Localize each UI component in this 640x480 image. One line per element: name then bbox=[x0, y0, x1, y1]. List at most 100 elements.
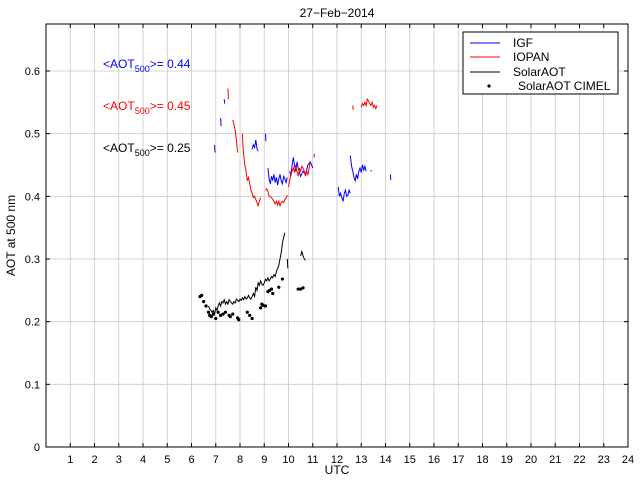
x-tick-label: 8 bbox=[237, 454, 243, 466]
annotation-subscript: 500 bbox=[135, 64, 150, 74]
solaraot-cimel-point bbox=[301, 286, 305, 290]
x-tick-label: 24 bbox=[622, 454, 634, 466]
iopan-line-segment bbox=[288, 161, 311, 187]
x-tick-label: 11 bbox=[307, 454, 318, 466]
solaraot-line-segment bbox=[286, 258, 289, 269]
annotation-iopan-mean: <AOT500>= 0.45 bbox=[103, 99, 191, 116]
annotation-subscript: 500 bbox=[135, 148, 150, 158]
x-tick-label: 7 bbox=[213, 454, 219, 466]
annotation-prefix: <AOT bbox=[103, 99, 135, 113]
legend-label-cimel: SolarAOT CIMEL bbox=[518, 79, 611, 93]
solaraot-cimel-point bbox=[296, 287, 300, 291]
x-tick-label: 9 bbox=[261, 454, 267, 466]
x-tick-label: 19 bbox=[501, 454, 513, 466]
igf-line-segment bbox=[223, 99, 226, 104]
series-igf bbox=[214, 99, 392, 202]
legend: IGF IOPAN SolarAOT SolarAOT CIMEL bbox=[462, 31, 619, 95]
x-tick-label: 18 bbox=[476, 454, 488, 466]
annotation-solaraot-mean: <AOT500>= 0.25 bbox=[103, 141, 191, 158]
x-tick-label: 13 bbox=[355, 454, 367, 466]
solaraot-cimel-point bbox=[237, 318, 241, 322]
iopan-line-segment bbox=[265, 187, 288, 208]
plot-data bbox=[198, 88, 392, 322]
x-tick-label: 1 bbox=[67, 454, 73, 466]
solaraot-cimel-point bbox=[214, 316, 218, 321]
y-tick-label: 0.6 bbox=[25, 66, 40, 78]
x-tick-label: 23 bbox=[598, 454, 610, 466]
x-tick-label: 10 bbox=[282, 454, 294, 466]
igf-line-segment bbox=[220, 117, 222, 127]
annotation-subscript: 500 bbox=[135, 106, 150, 116]
y-tick-label: 0.2 bbox=[25, 317, 40, 329]
x-tick-label: 3 bbox=[116, 454, 122, 466]
solaraot-line-segment bbox=[208, 232, 286, 317]
x-tick-label: 16 bbox=[428, 454, 440, 466]
chart-title: 27−Feb−2014 bbox=[300, 6, 375, 20]
annotation-suffix: >= 0.25 bbox=[150, 141, 191, 155]
legend-swatch-cimel bbox=[487, 84, 491, 88]
x-tick-label: 21 bbox=[549, 454, 561, 466]
legend-label-igf: IGF bbox=[513, 36, 533, 50]
igf-line-segment bbox=[289, 157, 314, 178]
legend-label-iopan: IOPAN bbox=[513, 50, 549, 64]
iopan-line-segment bbox=[241, 133, 262, 208]
grid bbox=[46, 24, 629, 447]
axis-ticks: 1 2 3 4 5 6 7 8 9 10 11 12 13 14 15 16 17 18 19 20 21 22 23 240… bbox=[25, 24, 634, 466]
series-iopan bbox=[227, 88, 378, 208]
solaraot-cimel-point bbox=[259, 306, 263, 310]
solaraot-cimel-point bbox=[280, 277, 285, 281]
x-tick-label: 4 bbox=[140, 454, 146, 466]
annotation-igf-mean: <AOT500>= 0.44 bbox=[103, 57, 191, 74]
solaraot-cimel-point bbox=[221, 312, 225, 316]
solaraot-cimel-point bbox=[271, 291, 275, 296]
solaraot-cimel-point bbox=[245, 310, 249, 314]
x-tick-label: 22 bbox=[573, 454, 585, 466]
solaraot-cimel-point bbox=[228, 315, 232, 319]
annotation-suffix: >= 0.45 bbox=[150, 99, 191, 113]
x-tick-label: 15 bbox=[404, 454, 416, 466]
iopan-line-segment bbox=[232, 119, 239, 153]
series-solaraot-cimel bbox=[198, 277, 305, 322]
annotation-prefix: <AOT bbox=[103, 141, 135, 155]
iopan-line-segment bbox=[227, 88, 229, 100]
igf-line-segment bbox=[349, 155, 367, 183]
x-tick-label: 12 bbox=[331, 454, 343, 466]
solaraot-cimel-point bbox=[248, 313, 252, 317]
x-tick-label: 20 bbox=[525, 454, 537, 466]
solaraot-cimel-point bbox=[261, 303, 265, 307]
x-tick-label: 6 bbox=[188, 454, 194, 466]
x-tick-label: 14 bbox=[379, 454, 391, 466]
solaraot-cimel-point bbox=[231, 312, 235, 316]
y-tick-label: 0.1 bbox=[25, 379, 40, 391]
x-axis-label: UTC bbox=[325, 463, 350, 477]
igf-line-segment bbox=[337, 186, 351, 202]
solaraot-cimel-point bbox=[263, 304, 268, 308]
solaraot-cimel-point bbox=[216, 310, 220, 314]
solaraot-cimel-point bbox=[200, 293, 204, 297]
y-tick-label: 0.5 bbox=[25, 129, 40, 141]
solaraot-cimel-point bbox=[269, 287, 274, 291]
y-tick-label: 0.3 bbox=[25, 254, 40, 266]
solaraot-cimel-point bbox=[223, 310, 228, 314]
solaraot-cimel-point bbox=[211, 312, 215, 316]
annotations: <AOT500>= 0.44 <AOT500>= 0.45 <AOT500>= … bbox=[103, 57, 191, 158]
igf-line-segment bbox=[267, 168, 288, 186]
solaraot-cimel-point bbox=[206, 310, 211, 314]
y-tick-label: 0.4 bbox=[25, 191, 40, 203]
igf-line-segment bbox=[214, 144, 216, 153]
x-tick-label: 2 bbox=[91, 454, 97, 466]
iopan-line-segment bbox=[360, 97, 378, 110]
solaraot-cimel-point bbox=[204, 304, 208, 308]
solaraot-cimel-point bbox=[250, 316, 254, 321]
igf-line-segment bbox=[370, 169, 372, 172]
x-tick-label: 17 bbox=[452, 454, 464, 466]
solaraot-cimel-point bbox=[219, 313, 223, 317]
solaraot-cimel-point bbox=[299, 287, 303, 291]
y-tick-label: 0 bbox=[34, 442, 40, 454]
x-tick-label: 5 bbox=[164, 454, 170, 466]
igf-line-segment bbox=[251, 139, 259, 152]
solaraot-cimel-point bbox=[277, 285, 281, 289]
legend-label-solaraot: SolarAOT bbox=[513, 65, 566, 79]
series-solaraot bbox=[208, 232, 306, 317]
